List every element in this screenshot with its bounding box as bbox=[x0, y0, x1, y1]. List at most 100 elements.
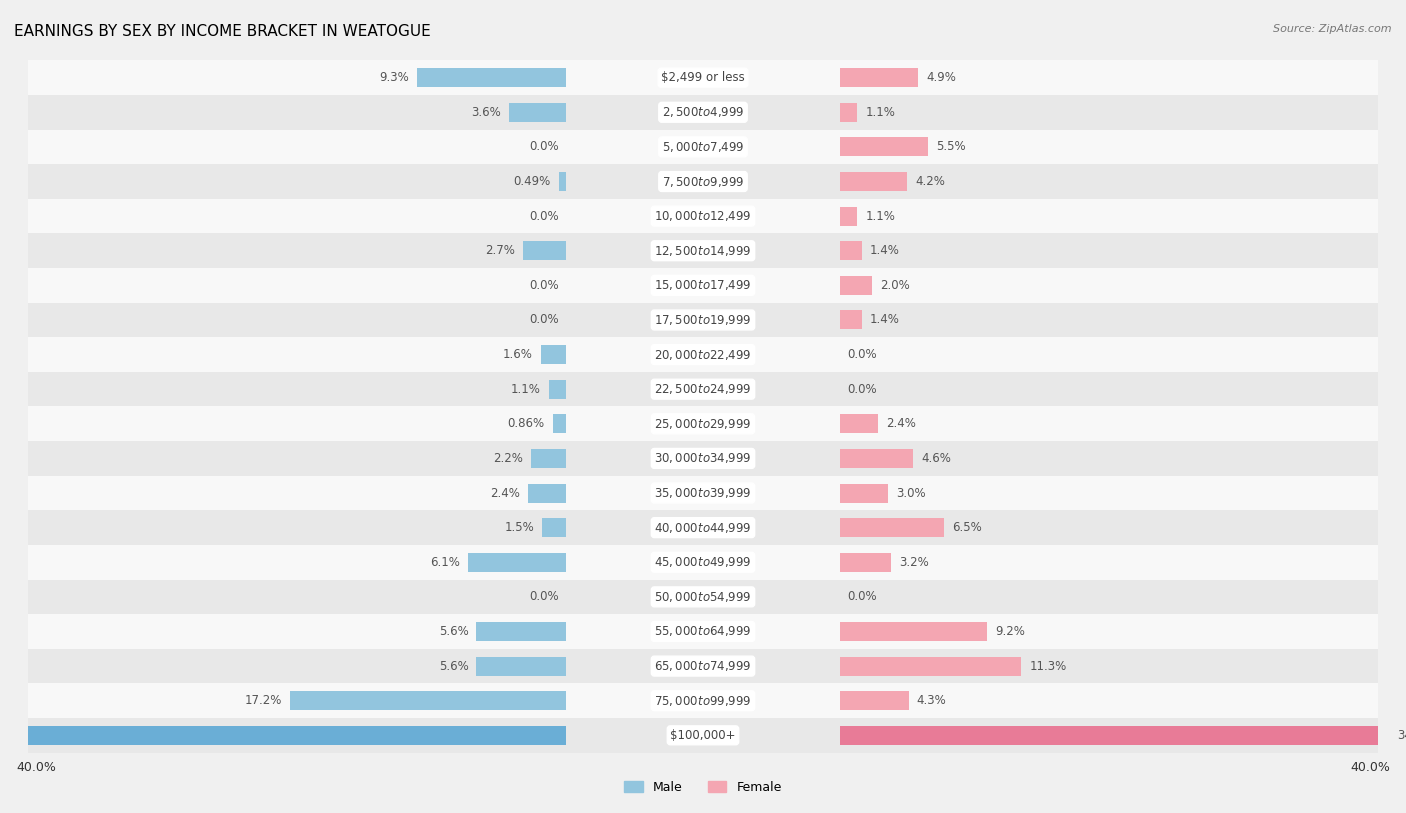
Text: 5.5%: 5.5% bbox=[936, 141, 966, 154]
Bar bbox=[839, 137, 928, 156]
Bar bbox=[839, 276, 872, 295]
Text: $5,000 to $7,499: $5,000 to $7,499 bbox=[662, 140, 744, 154]
Text: 6.5%: 6.5% bbox=[952, 521, 981, 534]
Bar bbox=[839, 553, 891, 572]
Text: $17,500 to $19,999: $17,500 to $19,999 bbox=[654, 313, 752, 327]
Text: $22,500 to $24,999: $22,500 to $24,999 bbox=[654, 382, 752, 396]
Bar bbox=[839, 415, 879, 433]
Text: 40.0%: 40.0% bbox=[17, 761, 56, 774]
Bar bbox=[839, 657, 1021, 676]
Text: EARNINGS BY SEX BY INCOME BRACKET IN WEATOGUE: EARNINGS BY SEX BY INCOME BRACKET IN WEA… bbox=[14, 24, 430, 39]
Text: $65,000 to $74,999: $65,000 to $74,999 bbox=[654, 659, 752, 673]
Bar bbox=[839, 622, 987, 641]
Text: 2.2%: 2.2% bbox=[494, 452, 523, 465]
Bar bbox=[28, 511, 1378, 545]
Text: $45,000 to $49,999: $45,000 to $49,999 bbox=[654, 555, 752, 569]
Text: 0.0%: 0.0% bbox=[529, 590, 558, 603]
Bar bbox=[28, 95, 1378, 129]
Text: 9.2%: 9.2% bbox=[995, 625, 1025, 638]
Text: 1.1%: 1.1% bbox=[510, 383, 541, 396]
Bar bbox=[839, 172, 907, 191]
Bar bbox=[548, 380, 567, 398]
Bar bbox=[28, 649, 1378, 684]
Text: 34.2%: 34.2% bbox=[1398, 728, 1406, 741]
Text: $2,499 or less: $2,499 or less bbox=[661, 72, 745, 85]
Bar bbox=[839, 68, 918, 87]
Text: 2.7%: 2.7% bbox=[485, 244, 515, 257]
Text: 3.6%: 3.6% bbox=[471, 106, 501, 119]
Bar bbox=[28, 129, 1378, 164]
Text: $75,000 to $99,999: $75,000 to $99,999 bbox=[654, 693, 752, 707]
Bar bbox=[839, 207, 858, 226]
Bar bbox=[541, 345, 567, 364]
Bar bbox=[839, 311, 862, 329]
Bar bbox=[28, 60, 1378, 95]
Bar bbox=[839, 691, 908, 711]
Text: 0.0%: 0.0% bbox=[529, 141, 558, 154]
Bar bbox=[509, 102, 567, 122]
Text: 0.0%: 0.0% bbox=[848, 383, 877, 396]
Bar bbox=[28, 718, 1378, 753]
Bar bbox=[531, 449, 567, 468]
Bar bbox=[28, 164, 1378, 199]
Text: 2.4%: 2.4% bbox=[489, 486, 520, 499]
Text: Source: ZipAtlas.com: Source: ZipAtlas.com bbox=[1274, 24, 1392, 34]
Text: 0.0%: 0.0% bbox=[529, 314, 558, 327]
Text: 1.4%: 1.4% bbox=[870, 244, 900, 257]
Bar bbox=[523, 241, 567, 260]
Bar bbox=[28, 406, 1378, 441]
Text: $12,500 to $14,999: $12,500 to $14,999 bbox=[654, 244, 752, 258]
Bar bbox=[839, 484, 887, 502]
Text: 0.0%: 0.0% bbox=[848, 348, 877, 361]
Bar bbox=[28, 545, 1378, 580]
Text: 0.0%: 0.0% bbox=[529, 279, 558, 292]
Text: 40.0%: 40.0% bbox=[1350, 761, 1389, 774]
Text: 6.1%: 6.1% bbox=[430, 556, 460, 569]
Text: 1.5%: 1.5% bbox=[505, 521, 534, 534]
Bar bbox=[477, 622, 567, 641]
Bar bbox=[28, 337, 1378, 372]
Text: 4.2%: 4.2% bbox=[915, 175, 945, 188]
Bar bbox=[418, 68, 567, 87]
Text: 1.1%: 1.1% bbox=[865, 106, 896, 119]
Bar bbox=[28, 233, 1378, 268]
Text: $35,000 to $39,999: $35,000 to $39,999 bbox=[654, 486, 752, 500]
Bar bbox=[28, 268, 1378, 302]
Bar bbox=[553, 415, 567, 433]
Legend: Male, Female: Male, Female bbox=[619, 776, 787, 799]
Text: 4.9%: 4.9% bbox=[927, 72, 956, 85]
Text: 9.3%: 9.3% bbox=[380, 72, 409, 85]
Bar bbox=[839, 449, 914, 468]
Bar bbox=[28, 580, 1378, 614]
Text: 2.0%: 2.0% bbox=[880, 279, 910, 292]
Bar bbox=[468, 553, 567, 572]
Bar bbox=[543, 518, 567, 537]
Text: $10,000 to $12,499: $10,000 to $12,499 bbox=[654, 209, 752, 223]
Text: 5.6%: 5.6% bbox=[439, 625, 468, 638]
Text: 17.2%: 17.2% bbox=[245, 694, 283, 707]
Bar bbox=[839, 726, 1389, 745]
Bar bbox=[839, 102, 858, 122]
Bar bbox=[558, 172, 567, 191]
Bar bbox=[28, 441, 1378, 476]
Text: $100,000+: $100,000+ bbox=[671, 728, 735, 741]
Bar bbox=[0, 726, 567, 745]
Bar bbox=[839, 518, 943, 537]
Text: 0.0%: 0.0% bbox=[848, 590, 877, 603]
Text: 3.0%: 3.0% bbox=[896, 486, 925, 499]
Bar bbox=[28, 372, 1378, 406]
Text: $30,000 to $34,999: $30,000 to $34,999 bbox=[654, 451, 752, 465]
Text: 5.6%: 5.6% bbox=[439, 659, 468, 672]
Bar bbox=[28, 199, 1378, 233]
Bar bbox=[28, 302, 1378, 337]
Text: 1.6%: 1.6% bbox=[503, 348, 533, 361]
Bar bbox=[477, 657, 567, 676]
Text: 0.0%: 0.0% bbox=[529, 210, 558, 223]
Text: 0.86%: 0.86% bbox=[508, 417, 544, 430]
Text: $7,500 to $9,999: $7,500 to $9,999 bbox=[662, 175, 744, 189]
Text: 1.4%: 1.4% bbox=[870, 314, 900, 327]
Text: 4.3%: 4.3% bbox=[917, 694, 946, 707]
Text: 4.6%: 4.6% bbox=[921, 452, 952, 465]
Bar bbox=[839, 241, 862, 260]
Text: $20,000 to $22,499: $20,000 to $22,499 bbox=[654, 348, 752, 362]
